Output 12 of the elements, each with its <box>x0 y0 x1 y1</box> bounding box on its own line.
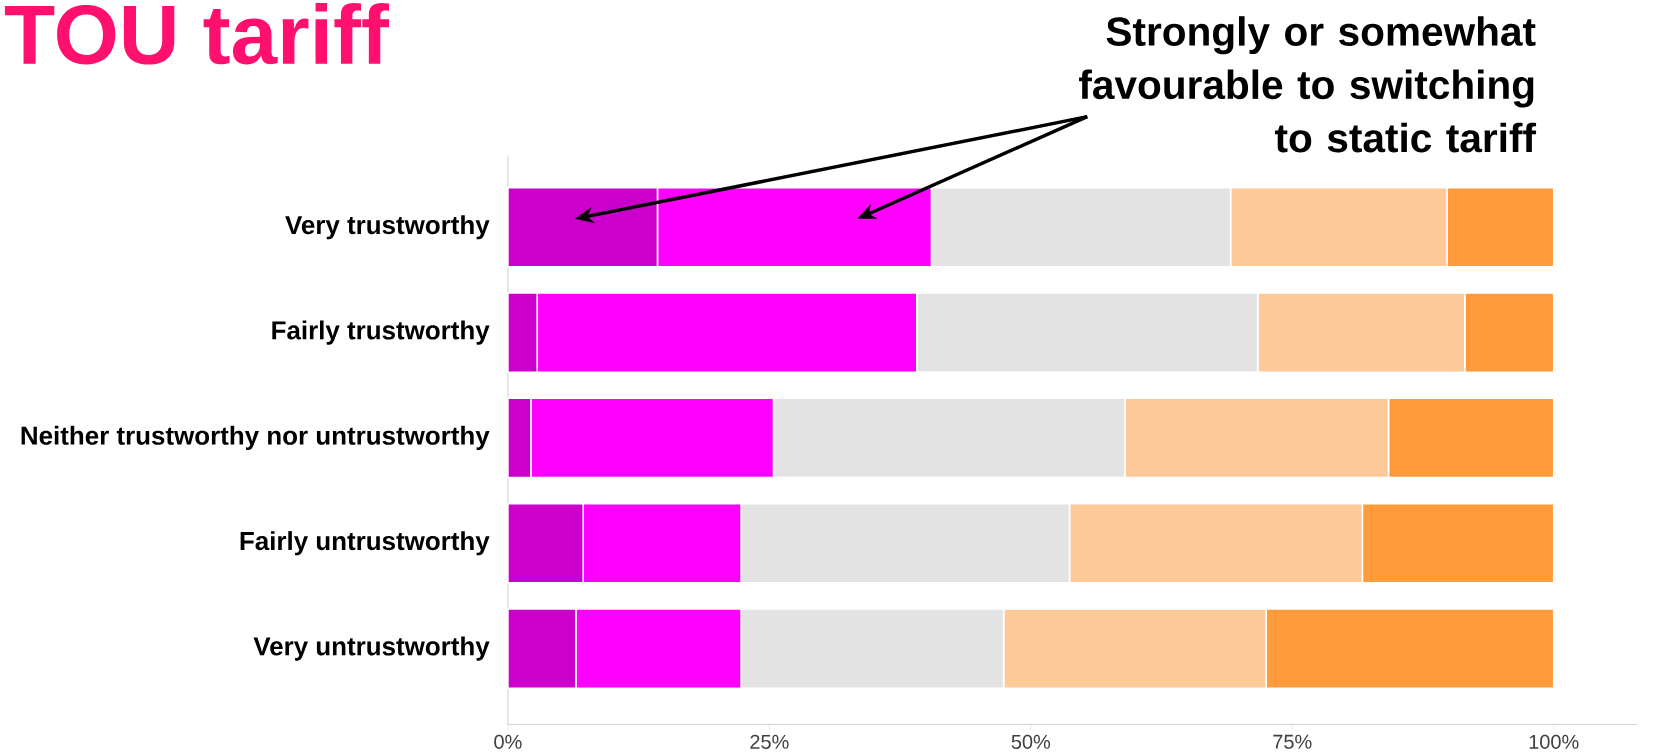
chart-title: TOU tariff <box>4 2 390 65</box>
y-tick-label: Very untrustworthy <box>253 636 490 661</box>
y-tick-label: Fairly trustworthy <box>272 320 490 345</box>
x-tick-label: 25% <box>750 734 789 749</box>
x-tick-label: 100% <box>1529 734 1579 749</box>
x-tick-label: 0% <box>494 734 522 749</box>
x-tick-label: 50% <box>1011 734 1051 749</box>
y-tick-label: Very trustworthy <box>285 215 490 240</box>
text: Strongly or somewhat favourable to switching to static tariff <box>1079 16 1537 153</box>
y-tick-label: Neither trustworthy nor untrustworthy <box>21 425 490 450</box>
x-tick-label: 75% <box>1273 734 1312 749</box>
y-tick-label: Fairly untrustworthy <box>240 530 490 556</box>
